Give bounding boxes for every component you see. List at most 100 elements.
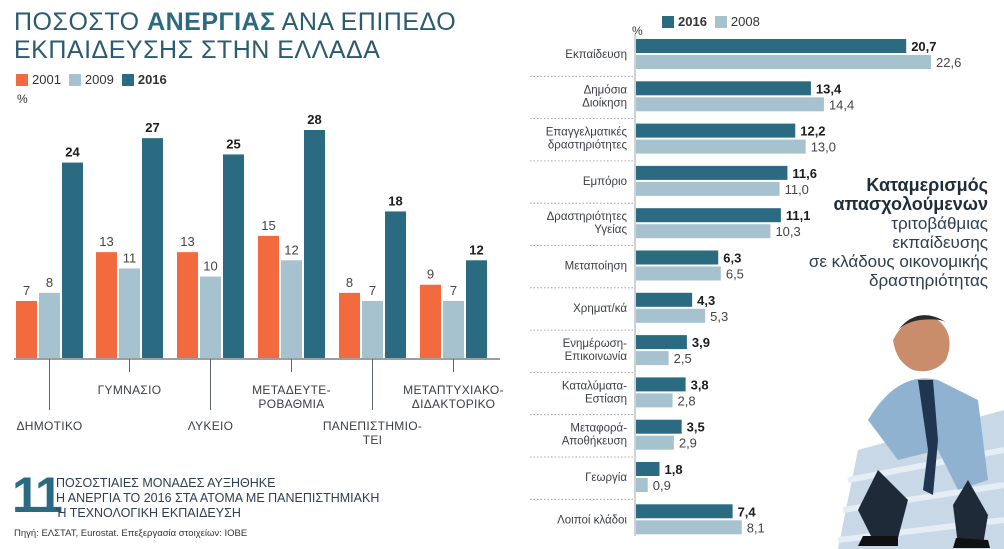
data-label: 3,9	[692, 335, 710, 350]
hbar-2008-6	[636, 308, 706, 323]
hbar-2008-1	[636, 97, 824, 112]
data-label: 0,9	[653, 478, 671, 493]
bar-2009-5	[443, 301, 464, 358]
bar-2001-4	[339, 292, 360, 358]
legend-item-2016: 2016	[121, 72, 167, 87]
bar-2001-0	[16, 301, 37, 358]
note-line2: Η ΑΝΕΡΓΙΑ ΤΟ 2016 ΣΤΑ ΑΤΟΜΑ ΜΕ ΠΑΝΕΠΙΣΤΗ…	[56, 491, 380, 505]
note-text: ΠΟΣΟΣΤΙΑΙΕΣ ΜΟΝΑΔΕΣ ΑΥΞΗΘΗΚΕ Η ΑΝΕΡΓΙΑ Τ…	[56, 476, 379, 521]
data-label: 3,8	[691, 377, 709, 392]
data-label: 2,9	[679, 436, 697, 451]
bar-2016-0	[62, 162, 83, 358]
category-label: ΜΕΤΑΠΤΥΧΙΑΚΟ-	[403, 383, 504, 397]
data-label: 12	[469, 242, 483, 257]
note-number: 11	[12, 467, 63, 523]
data-label: 2,5	[674, 351, 692, 366]
legend-item-2016: 2016	[662, 14, 707, 29]
hbar-2016-1	[636, 81, 811, 96]
data-label: 4,3	[697, 293, 715, 308]
category-label: Διοίκηση	[582, 97, 627, 109]
category-label: ΔΗΜΟΤΙΚΟ	[16, 419, 82, 433]
hbar-2008-9	[636, 435, 674, 450]
data-label: 11,0	[785, 182, 809, 197]
category-label: Δραστηριότητες	[547, 211, 628, 223]
data-label: 13	[99, 234, 113, 249]
data-label: 10,3	[775, 224, 800, 239]
legend-item-2001: 2001	[16, 72, 61, 87]
data-label: 10	[203, 259, 217, 274]
legend-swatch	[121, 73, 134, 86]
category-label: ΔΙΔΑΚΤΟΡΙΚΟ	[412, 397, 495, 411]
bar-2001-5	[420, 284, 441, 358]
left-unit: %	[17, 92, 28, 106]
bar-2016-5	[466, 260, 487, 358]
data-label: 13	[180, 234, 194, 249]
hbar-2016-6	[636, 292, 693, 307]
man-on-stairs-photo	[838, 300, 1004, 549]
category-label: ΤΕΙ	[363, 433, 383, 447]
data-label: 7	[450, 283, 457, 298]
hbar-2016-10	[636, 462, 660, 476]
category-label: Εμπόριο	[583, 176, 627, 188]
legend-label: 2008	[730, 14, 760, 29]
bar-2009-0	[39, 292, 60, 358]
side-title-line1: Καταμερισμός	[866, 175, 988, 195]
data-label: 25	[226, 136, 240, 151]
category-label: Επικοινωνία	[565, 351, 628, 363]
data-label: 7,4	[738, 504, 757, 519]
bar-2016-2	[223, 154, 244, 358]
data-label: 8,1	[747, 520, 765, 535]
data-label: 12	[284, 242, 298, 257]
hbar-2016-7	[636, 335, 687, 350]
hbar-2016-5	[636, 250, 719, 265]
note-line3: Ή ΤΕΧΝΟΛΟΓΙΚΗ ΕΚΠΑΙΔΕΥΣΗ	[56, 506, 241, 520]
data-label: 11,6	[792, 166, 817, 181]
right-unit: %	[632, 24, 643, 38]
hbar-2008-3	[636, 181, 780, 196]
hbar-2016-3	[636, 165, 788, 180]
data-label: 22,6	[936, 55, 961, 70]
category-label: Επαγγελματικές	[546, 127, 628, 139]
source-note: Πηγή: ΕΛΣΤΑΤ, Eurostat. Επεξεργασία στοι…	[14, 528, 248, 539]
hbar-2016-11	[636, 504, 733, 519]
category-label: Καταλύματα-	[562, 380, 627, 392]
category-label: Δημόσια	[584, 84, 628, 96]
category-label: Αποθήκευση	[562, 436, 627, 448]
legend-item-2008: 2008	[714, 14, 760, 29]
category-label: ΡΟΒΑΘΜΙΑ	[258, 397, 324, 411]
data-label: 9	[427, 267, 434, 282]
legend-label: 2016	[137, 72, 167, 87]
legend-swatch	[16, 73, 28, 86]
category-label: Υγείας	[594, 224, 627, 236]
data-label: 8	[46, 275, 53, 290]
legend-item-2009: 2009	[68, 72, 114, 87]
hbar-2008-0	[636, 55, 931, 69]
category-label: Λοιποί κλάδοι	[557, 514, 627, 526]
data-label: 14,4	[829, 97, 854, 112]
bar-2016-1	[142, 138, 163, 358]
data-label: 11	[123, 250, 137, 265]
side-title-line6: δραστηριότητας	[869, 271, 988, 290]
right-legend: 2016 2008	[662, 14, 768, 29]
category-label: Ενημέρωση-	[563, 338, 628, 350]
data-label: 5,3	[710, 309, 728, 324]
left-chart-title: ΠΟΣΟΣΤΟ ΑΝΕΡΓΙΑΣ ΑΝΑ ΕΠΙΠΕΔΟ ΕΚΠΑΙΔΕΥΣΗΣ…	[14, 8, 456, 64]
category-label: Εστίαση	[585, 393, 627, 405]
title-part1: ΠΟΣΟΣΤΟ	[14, 8, 148, 36]
data-label: 7	[369, 283, 376, 298]
data-label: 8	[346, 275, 353, 290]
category-label: Γεωργία	[585, 472, 627, 484]
data-label: 2,8	[678, 393, 696, 408]
hbar-2008-10	[636, 478, 648, 492]
hbar-2008-2	[636, 139, 806, 154]
side-title-line5: σε κλάδους οικονομικής	[808, 252, 988, 271]
category-label: Χρηματ/κά	[573, 303, 627, 315]
legend-swatch	[662, 15, 674, 28]
data-label: 28	[307, 112, 321, 127]
hbar-2008-4	[636, 224, 771, 239]
data-label: 6,5	[726, 267, 744, 282]
bar-2001-3	[258, 235, 279, 358]
category-label: ΠΑΝΕΠΙΣΤΗΜΙΟ-	[323, 419, 422, 433]
hbar-2016-0	[636, 39, 907, 53]
note-line1: ΠΟΣΟΣΤΙΑΙΕΣ ΜΟΝΑΔΕΣ ΑΥΞΗΘΗΚΕ	[56, 476, 276, 490]
